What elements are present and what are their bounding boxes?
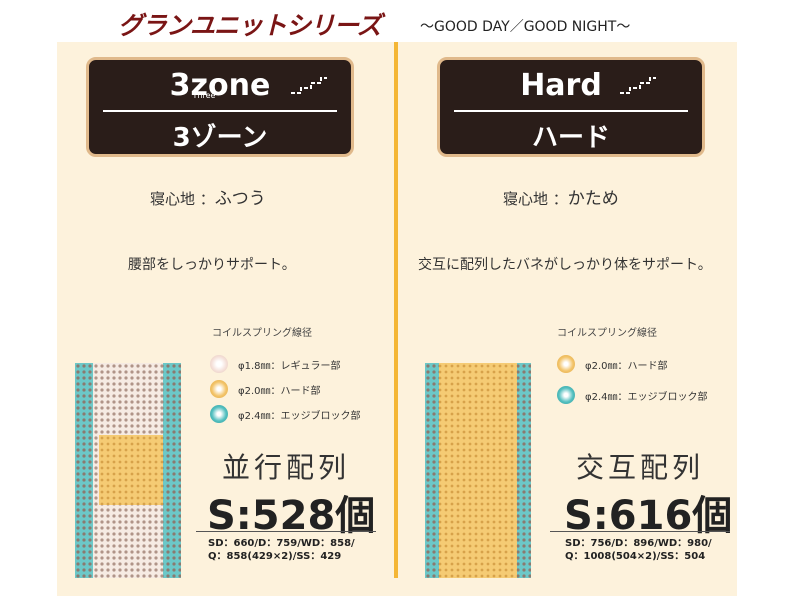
size-counts: SD：660/D：759/WD：858/ Q：858(429×2)/SS：429 (208, 537, 355, 563)
badge-top-text: 3 Three zone (89, 68, 351, 103)
mattress-3zone-diagram (75, 363, 181, 578)
size-counts: SD：756/D：896/WD：980/ Q：1008(504×2)/SS：50… (565, 537, 712, 563)
legend-item: φ2.4㎜：エッジブロック部 (557, 386, 708, 404)
coil-count: S:616個 (564, 493, 733, 539)
edge-coil-icon (557, 386, 575, 404)
arrangement-label: 並行配列 (222, 451, 351, 484)
legend-label: φ1.8㎜：レギュラー部 (238, 360, 341, 372)
hard-coil-icon (210, 380, 228, 398)
badge-3zone: 3 Three zone 3ゾーン (86, 57, 354, 157)
badge-divider (103, 110, 337, 112)
size-counts-line2: Q：1008(504×2)/SS：504 (565, 551, 706, 562)
count-underline (550, 531, 730, 532)
stairs-icon (620, 77, 656, 94)
firmness-label: 寝心地 ： (503, 190, 568, 208)
legend-label: φ2.0㎜：ハード部 (585, 360, 668, 372)
legend-item: φ2.0㎜：ハード部 (557, 355, 668, 373)
firmness-row: 寝心地 ：ふつう (150, 184, 266, 209)
coil-title: コイルスプリング線径 (557, 328, 657, 339)
legend-item: φ2.0㎜：ハード部 (210, 380, 321, 398)
size-counts-line2: Q：858(429×2)/SS：429 (208, 551, 342, 562)
legend-label: φ2.0㎜：ハード部 (238, 385, 321, 397)
badge-bottom-text: ハード (531, 123, 610, 153)
description: 交互に配列したバネがしっかり体をサポート。 (418, 257, 712, 273)
firmness-row: 寝心地 ：かため (503, 184, 619, 209)
size-counts-line1: SD：756/D：896/WD：980/ (565, 538, 712, 549)
description: 腰部をしっかりサポート。 (128, 257, 296, 273)
firmness-value: かため (567, 189, 619, 209)
legend-item: φ2.4㎜：エッジブロック部 (210, 405, 361, 423)
page-title: グランユニットシリーズ (118, 11, 382, 40)
panel-divider (394, 42, 398, 578)
legend-label: φ2.4㎜：エッジブロック部 (585, 391, 708, 403)
count-underline (196, 531, 376, 532)
stairs-icon (291, 77, 327, 94)
size-counts-line1: SD：660/D：759/WD：858/ (208, 538, 355, 549)
badge-hard: Hard ハード (437, 57, 705, 157)
firmness-value: ふつう (214, 189, 266, 209)
arrangement-label: 交互配列 (576, 451, 705, 484)
badge-top-text: Hard (520, 68, 602, 103)
badge-divider (454, 110, 688, 112)
badge-bottom-text: 3ゾーン (172, 123, 268, 153)
badge-number: 3 (169, 68, 191, 103)
hard-coil-icon (557, 355, 575, 373)
coil-title: コイルスプリング線径 (212, 328, 312, 339)
edge-coil-icon (210, 405, 228, 423)
legend-item: φ1.8㎜：レギュラー部 (210, 355, 341, 373)
mattress-hard-diagram (425, 363, 531, 578)
page-subtitle: ～GOOD DAY／GOOD NIGHT～ (420, 19, 631, 35)
badge-three-label: Three (192, 91, 216, 100)
badge-zone-word: zone (190, 68, 271, 103)
legend-label: φ2.4㎜：エッジブロック部 (238, 410, 361, 422)
coil-count: S:528個 (207, 493, 376, 539)
regular-coil-icon (210, 355, 228, 373)
firmness-label: 寝心地 ： (150, 190, 215, 208)
